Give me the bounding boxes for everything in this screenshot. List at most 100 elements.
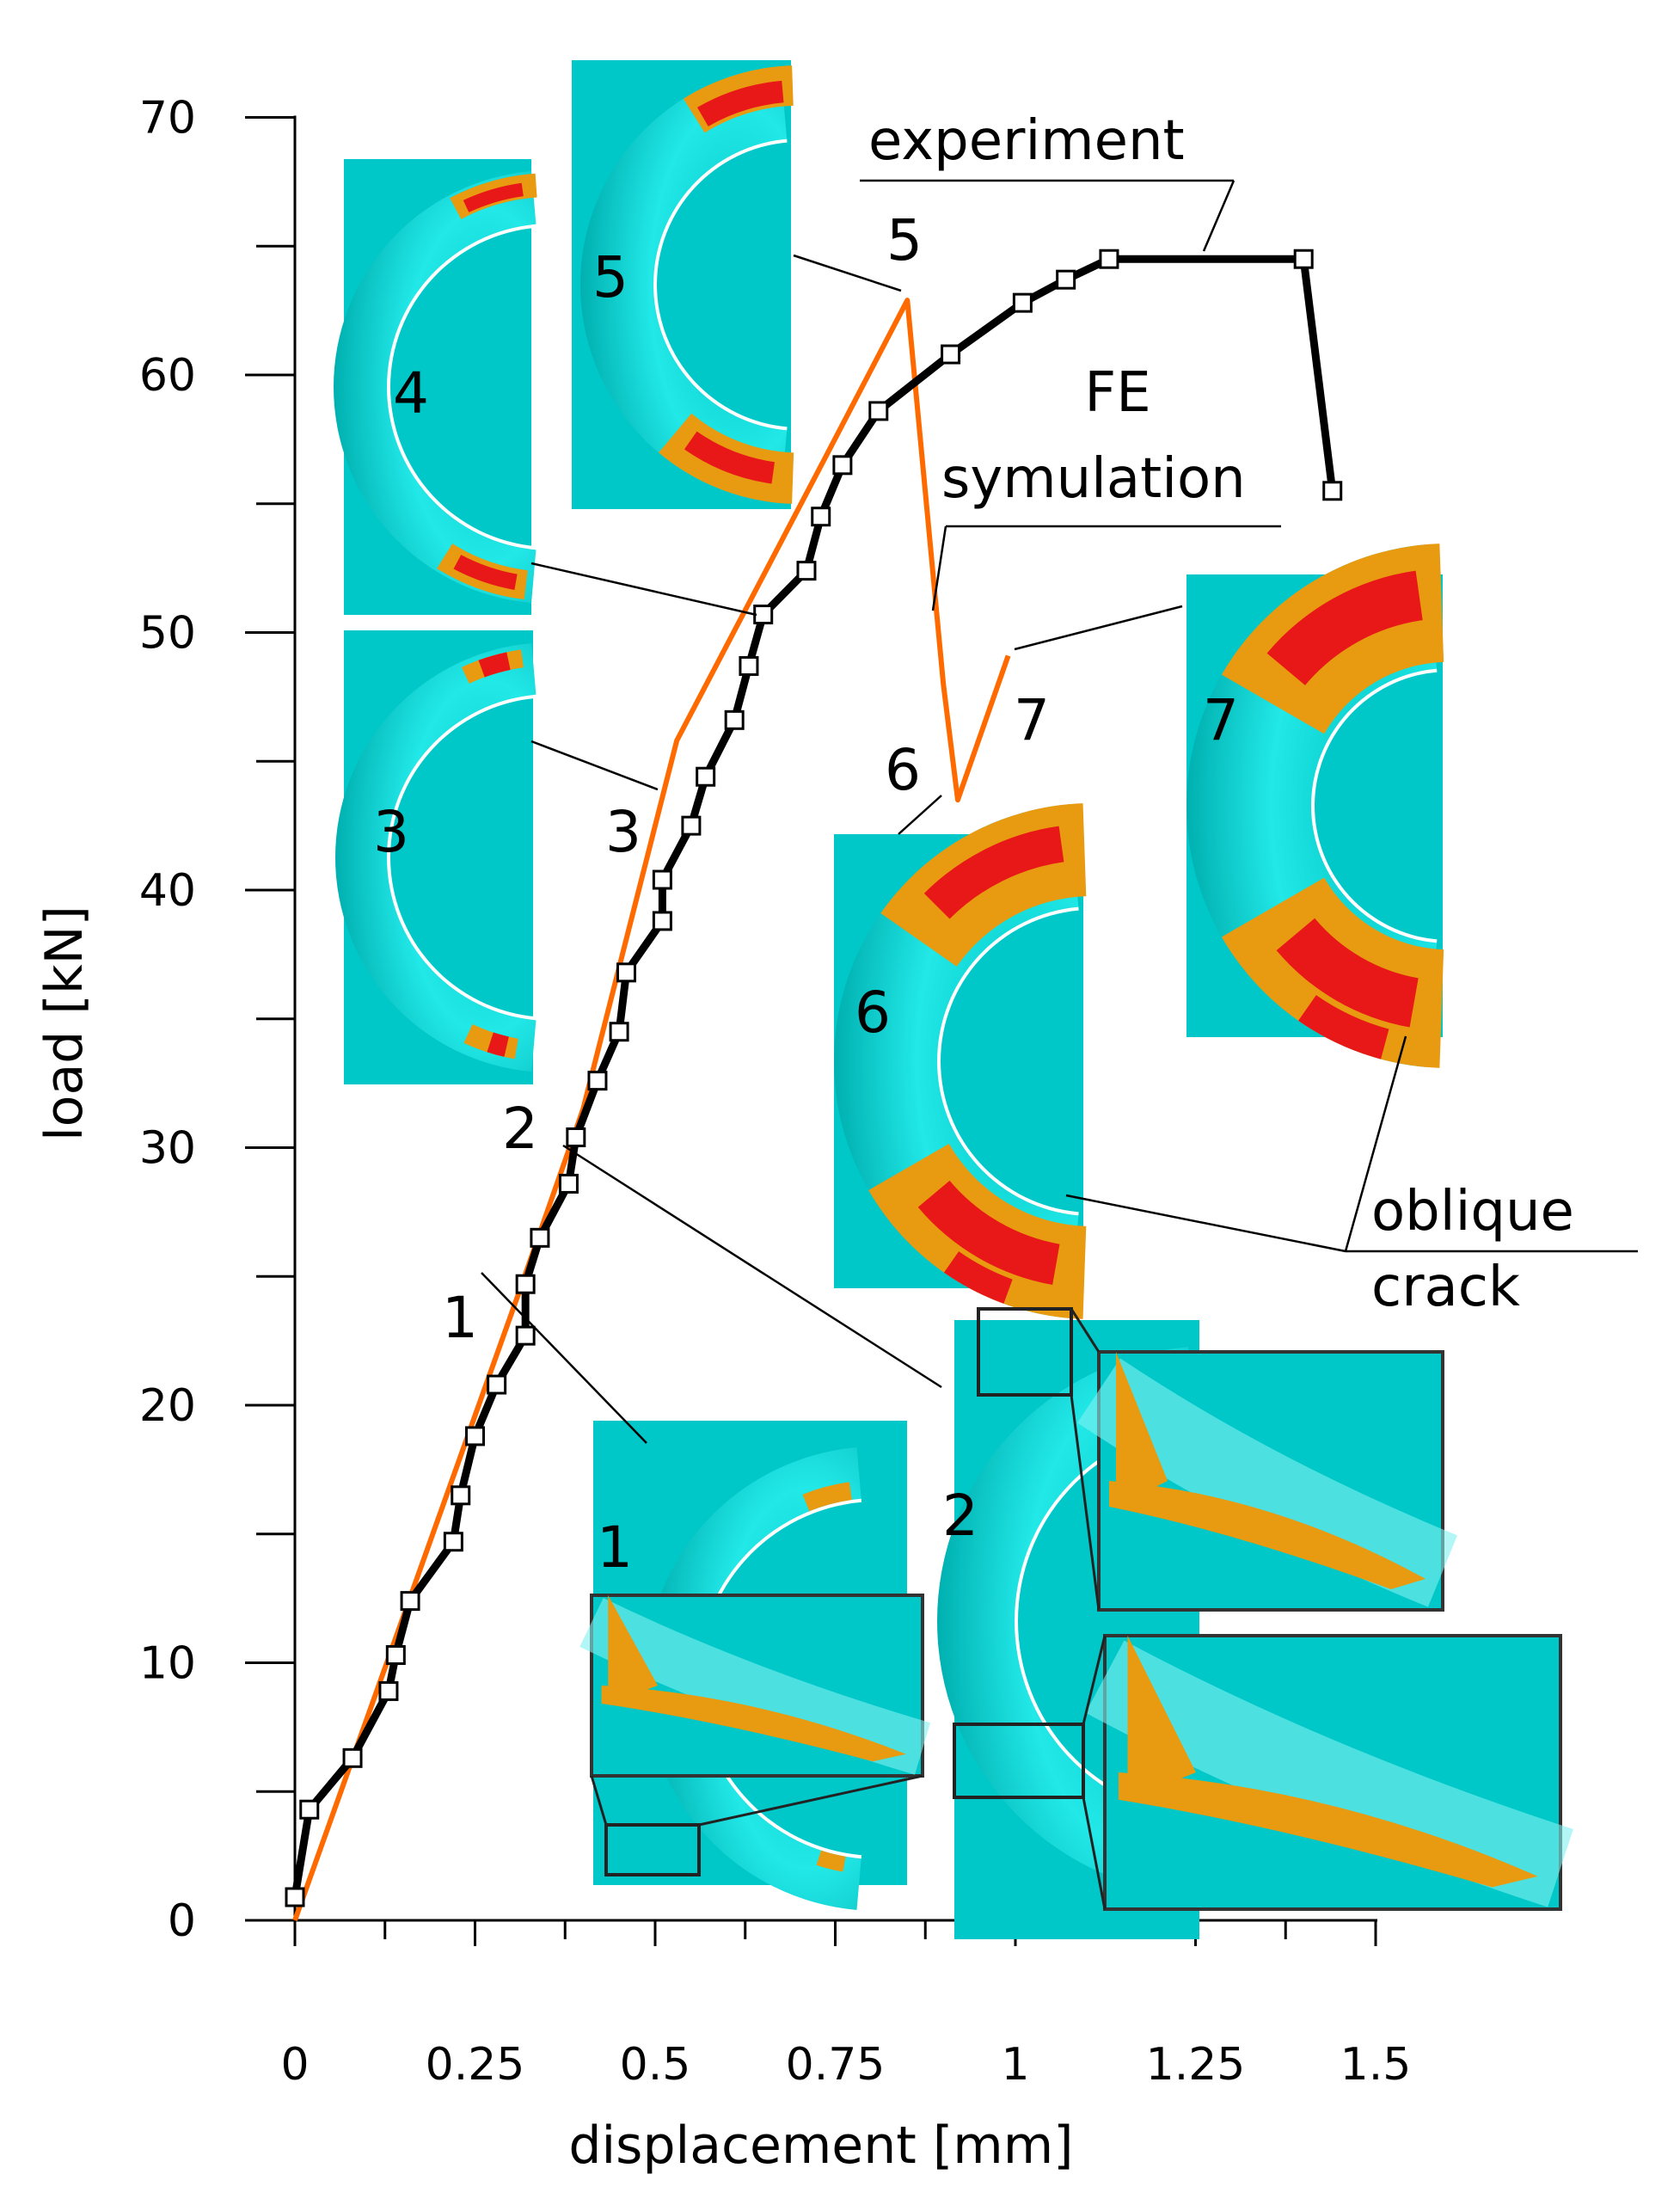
snapshot-6: 6 xyxy=(834,803,1087,1319)
leader-line xyxy=(898,795,942,835)
experiment-point xyxy=(385,1645,406,1666)
experiment-point xyxy=(558,1173,579,1194)
damage-red-zone xyxy=(1266,570,1423,685)
snapshot-label: 5 xyxy=(592,244,628,310)
snapshot-label: 2 xyxy=(942,1483,978,1549)
damage-orange-zone xyxy=(802,1482,852,1512)
y-tick-label: 70 xyxy=(139,93,196,144)
leader-line xyxy=(931,525,947,611)
damage-red-zone xyxy=(453,555,518,590)
y-tick-label: 0 xyxy=(168,1895,196,1947)
leader-line xyxy=(481,1272,647,1444)
x-tick-label: 1.5 xyxy=(1340,2039,1412,2091)
fe-label: FE xyxy=(1084,361,1150,425)
part-crescent xyxy=(937,1347,1195,1895)
y-tick-label: 30 xyxy=(139,1123,196,1175)
leader-line xyxy=(1014,605,1183,651)
experiment-point xyxy=(681,815,702,836)
series-layer xyxy=(285,249,1343,1922)
experiment-point xyxy=(832,455,853,476)
leader-line xyxy=(1202,180,1235,252)
zoom-connector xyxy=(698,1774,923,1827)
snapshot-label: 1 xyxy=(597,1514,633,1581)
experiment-point xyxy=(609,1022,629,1042)
experiment-point xyxy=(753,605,774,625)
leader-line xyxy=(562,1144,942,1389)
inset-crack xyxy=(1118,1772,1538,1888)
leader-line xyxy=(1344,1035,1407,1252)
leader-line xyxy=(1065,1194,1346,1253)
inset-crack xyxy=(1109,1481,1426,1589)
x-tick-label: 0 xyxy=(280,2039,309,2091)
damage-red-zone xyxy=(487,1032,509,1057)
zoom-selection-box xyxy=(977,1307,1073,1397)
part-crescent xyxy=(333,170,536,604)
damage-red-zone xyxy=(1298,995,1389,1059)
curve-point-label-1: 1 xyxy=(442,1285,478,1351)
snapshot-label: 3 xyxy=(373,799,409,865)
curve-point-label-3: 3 xyxy=(605,799,641,865)
snapshot-7: 7 xyxy=(1186,544,1444,1068)
x-axis-title: displacement [mm] xyxy=(568,2116,1073,2176)
damage-red-zone xyxy=(463,182,524,212)
snapshot-label: 6 xyxy=(855,980,891,1046)
curve-point-label-7: 7 xyxy=(1014,687,1050,753)
experiment-point xyxy=(724,709,745,730)
zoom-connector xyxy=(1070,1308,1101,1353)
experiment-point xyxy=(378,1680,399,1701)
curve-point-label-2: 2 xyxy=(502,1096,538,1162)
experiment-point xyxy=(451,1485,471,1506)
experiment-point xyxy=(652,911,672,931)
experiment-point xyxy=(868,401,889,421)
x-tick-label: 0.5 xyxy=(620,2039,691,2091)
axes: 0 0.25 0.5 0.75 1 1.25 1.5 0 10 20 30 40 50 60 70 displ… xyxy=(34,93,1411,2177)
inset-crack-branch xyxy=(1127,1636,1196,1800)
zoom-connector xyxy=(1082,1635,1107,1725)
y-tick-label: 10 xyxy=(139,1638,196,1690)
inset-crack-branch xyxy=(1116,1352,1168,1507)
curve-point-label-5: 5 xyxy=(886,207,923,273)
experiment-point xyxy=(1322,481,1343,501)
part-crescent xyxy=(334,642,536,1072)
curve-point-label-6: 6 xyxy=(885,737,921,803)
zoom-connector xyxy=(1070,1394,1101,1611)
experiment-point xyxy=(1012,292,1033,313)
experiment-point xyxy=(342,1747,363,1768)
experiment-point xyxy=(587,1071,608,1091)
experiment-point xyxy=(299,1799,320,1820)
experiment-point xyxy=(796,561,817,581)
leader-line xyxy=(530,562,757,617)
experiment-point xyxy=(566,1127,586,1148)
snapshot-images: 1 2 3 4 5 6 7 xyxy=(333,60,1573,1939)
experiment-point xyxy=(515,1274,536,1294)
snapshot-4: 4 xyxy=(333,159,537,615)
zoom-connector xyxy=(590,1775,608,1826)
y-tick-label: 50 xyxy=(139,608,196,660)
experiment-point xyxy=(1099,249,1119,269)
annotation-labels: experiment FE symulation oblique crack 1 2 3 5 6 7 xyxy=(442,109,1574,1351)
experiment-point xyxy=(285,1887,305,1907)
snapshot-2-inset-bottom xyxy=(1085,1634,1573,1911)
experiment-point xyxy=(1293,249,1314,269)
leader-lines xyxy=(481,179,1638,1444)
damage-red-zone xyxy=(917,1180,1060,1285)
experiment-point xyxy=(1056,269,1076,290)
experiment-point xyxy=(443,1532,463,1552)
experiment-point xyxy=(616,962,636,983)
experiment-point xyxy=(811,507,831,527)
experiment-point xyxy=(487,1374,507,1395)
experiment-point xyxy=(739,655,759,676)
leader-line xyxy=(793,254,902,292)
experiment-label: experiment xyxy=(868,109,1185,173)
zoom-selection-box xyxy=(604,1823,701,1876)
snapshot-3: 3 xyxy=(334,630,536,1084)
snapshot-label: 4 xyxy=(393,360,429,427)
y-tick-label: 60 xyxy=(139,350,196,402)
damage-red-zone xyxy=(478,652,511,678)
experiment-point xyxy=(652,869,672,890)
y-tick-label: 40 xyxy=(139,865,196,917)
snapshot-label: 7 xyxy=(1203,687,1239,753)
y-axis-title: load [kN] xyxy=(34,906,95,1141)
experiment-point xyxy=(465,1426,485,1446)
